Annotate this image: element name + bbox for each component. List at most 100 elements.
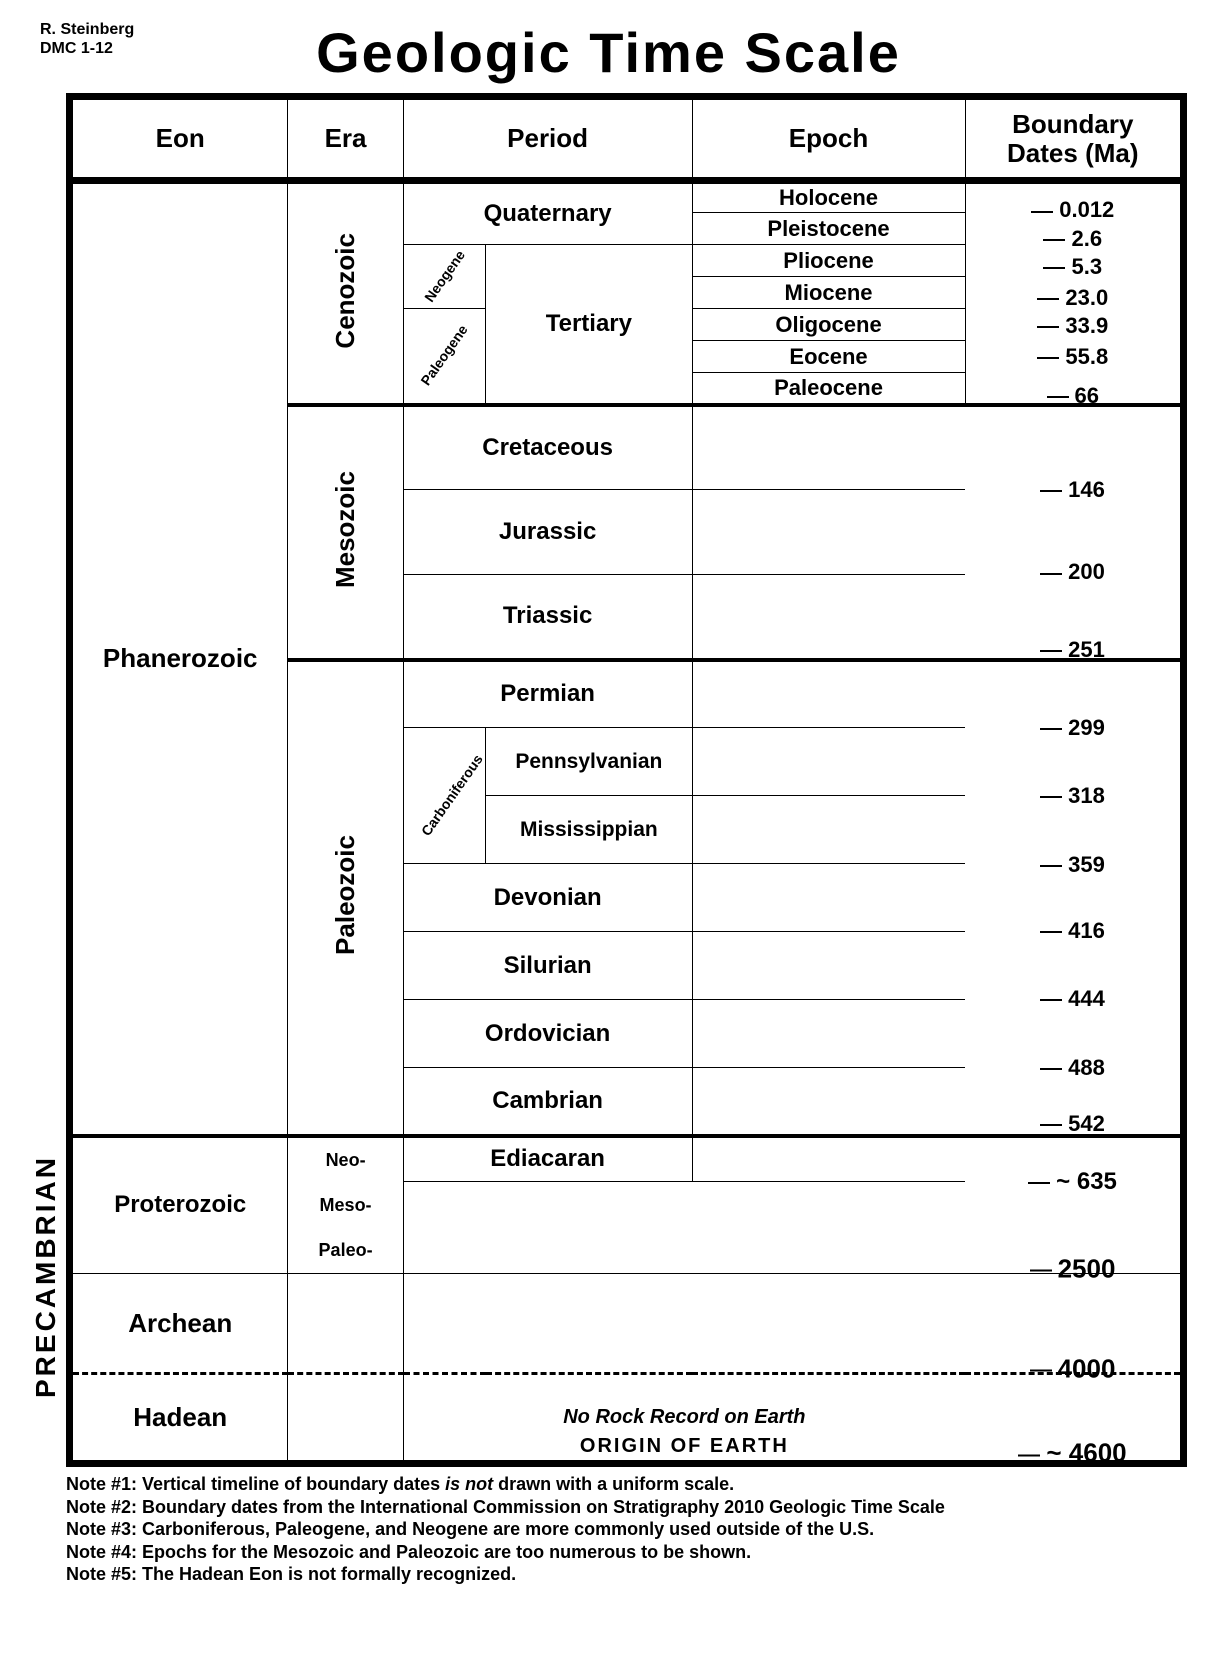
- dates-proterozoic: ~ 635 2500: [965, 1136, 1183, 1274]
- period-permian: Permian: [403, 660, 692, 728]
- note-1b: is not: [445, 1474, 493, 1494]
- archean-era-blank: [288, 1274, 403, 1374]
- epoch-camb-blank: [692, 1068, 965, 1136]
- hadean-era-blank: [288, 1374, 403, 1464]
- epoch-pleistocene: Pleistocene: [692, 213, 965, 245]
- period-tertiary: Tertiary: [486, 245, 692, 405]
- th-dates-2: Dates (Ma): [1007, 138, 1138, 168]
- era-paleozoic-text: Paleozoic: [330, 835, 361, 955]
- date-635: ~ 635: [965, 1168, 1180, 1196]
- date-26: 2.6: [966, 226, 1180, 252]
- epoch-sil-blank: [692, 932, 965, 1000]
- dates-hadean: ~ 4600: [965, 1374, 1183, 1464]
- eon-proterozoic: Proterozoic: [70, 1136, 288, 1274]
- era-cenozoic: Cenozoic: [288, 181, 403, 405]
- date-299: 299: [965, 715, 1180, 741]
- row-holocene: Phanerozoic Cenozoic Quaternary Holocene…: [70, 181, 1184, 213]
- chart-wrapper: PRECAMBRIAN Eon Era Period Epoch Boundar…: [66, 93, 1187, 1467]
- no-rock-record: No Rock Record on Earth: [404, 1406, 965, 1429]
- precambrian-label: PRECAMBRIAN: [30, 1087, 62, 1467]
- era-mesozoic-text: Mesozoic: [330, 471, 361, 588]
- paleo-blank: [403, 1228, 965, 1274]
- th-period: Period: [403, 97, 692, 181]
- sub-paleogene-text: Paleogene: [418, 322, 471, 389]
- eon-archean: Archean: [70, 1274, 288, 1374]
- period-cretaceous: Cretaceous: [403, 405, 692, 490]
- date-318: 318: [965, 783, 1180, 809]
- era-mesozoic: Mesozoic: [288, 405, 403, 660]
- hadean-body: No Rock Record on Earth ORIGIN OF EARTH: [403, 1374, 965, 1464]
- date-53: 5.3: [966, 254, 1180, 280]
- period-triassic: Triassic: [403, 575, 692, 660]
- sub-neogene: Neogene: [403, 245, 486, 309]
- epoch-cretaceous-blank: [692, 405, 965, 490]
- th-dates: Boundary Dates (Ma): [965, 97, 1183, 181]
- period-ediacaran: Ediacaran: [403, 1136, 692, 1182]
- dates-cenozoic: 0.012 2.6 5.3 23.0 33.9 55.8 66: [965, 181, 1183, 405]
- date-146: 146: [965, 477, 1180, 503]
- row-archean: Archean 4000: [70, 1274, 1184, 1374]
- dates-archean: 4000: [965, 1274, 1183, 1374]
- era-cenozoic-text: Cenozoic: [330, 233, 361, 349]
- note-4: Note #4: Epochs for the Mesozoic and Pal…: [66, 1541, 1187, 1564]
- header: R. Steinberg DMC 1-12 Geologic Time Scal…: [30, 20, 1187, 85]
- meso-blank: [403, 1182, 965, 1228]
- note-3: Note #3: Carboniferous, Paleogene, and N…: [66, 1518, 1187, 1541]
- epoch-jurassic-blank: [692, 490, 965, 575]
- period-jurassic: Jurassic: [403, 490, 692, 575]
- date-488: 488: [965, 1055, 1180, 1081]
- eon-phanerozoic: Phanerozoic: [70, 181, 288, 1136]
- eon-hadean: Hadean: [70, 1374, 288, 1464]
- era-meso: Meso-: [288, 1182, 403, 1228]
- period-devonian: Devonian: [403, 864, 692, 932]
- date-542: 542: [965, 1111, 1180, 1137]
- epoch-dev-blank: [692, 864, 965, 932]
- credit-code: DMC 1-12: [40, 40, 113, 57]
- date-0012: 0.012: [966, 197, 1180, 223]
- dates-paleozoic: 299 318 359 416 444 488 542: [965, 660, 1183, 1136]
- epoch-miss-blank: [692, 796, 965, 864]
- credit-author: R. Steinberg: [40, 21, 134, 38]
- date-558: 55.8: [966, 344, 1180, 370]
- note-1a: Note #1: Vertical timeline of boundary d…: [66, 1474, 445, 1494]
- note-1c: drawn with a uniform scale.: [493, 1474, 734, 1494]
- epoch-edi-blank: [692, 1136, 965, 1182]
- dates-mesozoic: 146 200 251: [965, 405, 1183, 660]
- period-mississippian: Mississippian: [486, 796, 692, 864]
- epoch-ord-blank: [692, 1000, 965, 1068]
- period-pennsylvanian: Pennsylvanian: [486, 728, 692, 796]
- page-title: Geologic Time Scale: [30, 20, 1187, 85]
- note-5: Note #5: The Hadean Eon is not formally …: [66, 1563, 1187, 1586]
- sub-neogene-text: Neogene: [421, 247, 468, 305]
- geologic-table: Eon Era Period Epoch Boundary Dates (Ma)…: [66, 93, 1187, 1467]
- epoch-oligocene: Oligocene: [692, 309, 965, 341]
- era-paleozoic: Paleozoic: [288, 660, 403, 1136]
- epoch-triassic-blank: [692, 575, 965, 660]
- credit: R. Steinberg DMC 1-12: [40, 20, 134, 58]
- period-silurian: Silurian: [403, 932, 692, 1000]
- period-ordovician: Ordovician: [403, 1000, 692, 1068]
- date-359: 359: [965, 852, 1180, 878]
- epoch-permian-blank: [692, 660, 965, 728]
- date-200: 200: [965, 559, 1180, 585]
- epoch-paleocene: Paleocene: [692, 373, 965, 405]
- sub-carboniferous-text: Carboniferous: [418, 751, 486, 839]
- th-dates-1: Boundary: [1012, 109, 1133, 139]
- note-1: Note #1: Vertical timeline of boundary d…: [66, 1473, 1187, 1496]
- epoch-miocene: Miocene: [692, 277, 965, 309]
- th-era: Era: [288, 97, 403, 181]
- era-paleo: Paleo-: [288, 1228, 403, 1274]
- date-416: 416: [965, 918, 1180, 944]
- row-hadean: Hadean No Rock Record on Earth ORIGIN OF…: [70, 1374, 1184, 1464]
- sub-carboniferous: Carboniferous: [403, 728, 486, 864]
- row-neoproterozoic: Proterozoic Neo- Ediacaran ~ 635 2500: [70, 1136, 1184, 1182]
- date-4600: ~ 4600: [965, 1438, 1180, 1469]
- th-epoch: Epoch: [692, 97, 965, 181]
- period-quaternary: Quaternary: [403, 181, 692, 245]
- epoch-holocene: Holocene: [692, 181, 965, 213]
- notes: Note #1: Vertical timeline of boundary d…: [66, 1473, 1187, 1586]
- th-eon: Eon: [70, 97, 288, 181]
- sub-paleogene: Paleogene: [403, 309, 486, 405]
- epoch-pliocene: Pliocene: [692, 245, 965, 277]
- note-2: Note #2: Boundary dates from the Interna…: [66, 1496, 1187, 1519]
